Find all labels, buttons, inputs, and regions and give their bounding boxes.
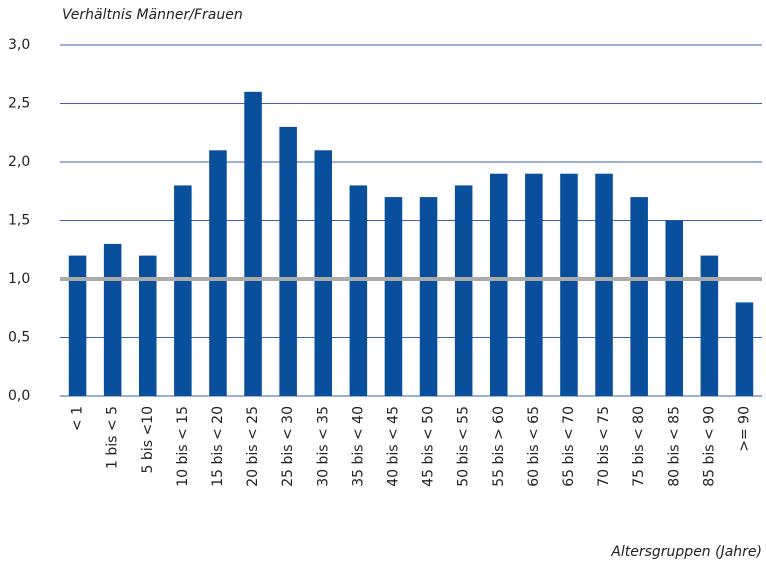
bar bbox=[700, 255, 719, 396]
y-tick-label: 2,5 bbox=[8, 96, 30, 112]
bar bbox=[103, 243, 122, 396]
bar bbox=[419, 197, 438, 396]
x-tick-label: 35 bis < 40 bbox=[350, 406, 366, 487]
x-tick-label: < 1 bbox=[70, 406, 86, 431]
bar bbox=[560, 173, 578, 396]
x-tick-label: 80 bis < 85 bbox=[666, 406, 682, 487]
x-tick-label: 5 bis <10 bbox=[140, 406, 156, 473]
x-tick-label: 40 bis < 45 bbox=[385, 406, 401, 487]
bar bbox=[384, 197, 403, 396]
y-tick-label: 2,0 bbox=[8, 154, 30, 170]
x-tick-label: 20 bis < 25 bbox=[245, 406, 261, 487]
bar bbox=[174, 185, 192, 396]
bar bbox=[68, 255, 87, 396]
y-tick-label: 0,5 bbox=[8, 330, 30, 346]
bar bbox=[244, 91, 262, 397]
x-tick-label: 85 bis < 90 bbox=[701, 406, 717, 487]
x-tick-label: 45 bis < 50 bbox=[421, 406, 437, 487]
y-tick-label: 0,0 bbox=[8, 388, 30, 404]
x-tick-label: 1 bis < 5 bbox=[105, 406, 121, 469]
y-tick-label: 1,0 bbox=[8, 271, 30, 287]
x-tick-label: 25 bis < 30 bbox=[280, 406, 296, 487]
x-tick-label: >= 90 bbox=[736, 406, 752, 452]
bar bbox=[314, 150, 333, 396]
bar bbox=[595, 173, 613, 396]
bar bbox=[525, 173, 543, 396]
bar bbox=[138, 255, 157, 396]
bar bbox=[349, 185, 368, 396]
bar bbox=[630, 197, 648, 396]
x-tick-label: 55 bis > 60 bbox=[491, 406, 507, 487]
x-tick-label: 65 bis < 70 bbox=[561, 406, 577, 487]
x-tick-label: 30 bis < 35 bbox=[315, 406, 331, 487]
bar bbox=[454, 185, 473, 396]
x-tick-label: 10 bis < 15 bbox=[175, 406, 191, 487]
x-tick-label: 50 bis < 55 bbox=[456, 406, 472, 487]
x-tick-label: 70 bis < 75 bbox=[596, 406, 612, 487]
x-tick-label: 15 bis < 20 bbox=[210, 406, 226, 487]
chart-title: Verhältnis Männer/Frauen bbox=[62, 7, 243, 23]
x-tick-label: 60 bis < 65 bbox=[526, 406, 542, 487]
y-tick-label: 1,5 bbox=[8, 213, 30, 229]
bar bbox=[489, 173, 508, 396]
x-axis-label: Altersgruppen (Jahre) bbox=[610, 544, 762, 560]
x-tick-label: 75 bis < 80 bbox=[631, 406, 647, 487]
bar bbox=[735, 302, 754, 396]
bar bbox=[665, 220, 684, 396]
y-tick-label: 3,0 bbox=[8, 37, 30, 53]
bar bbox=[209, 150, 227, 396]
bar bbox=[279, 126, 297, 397]
